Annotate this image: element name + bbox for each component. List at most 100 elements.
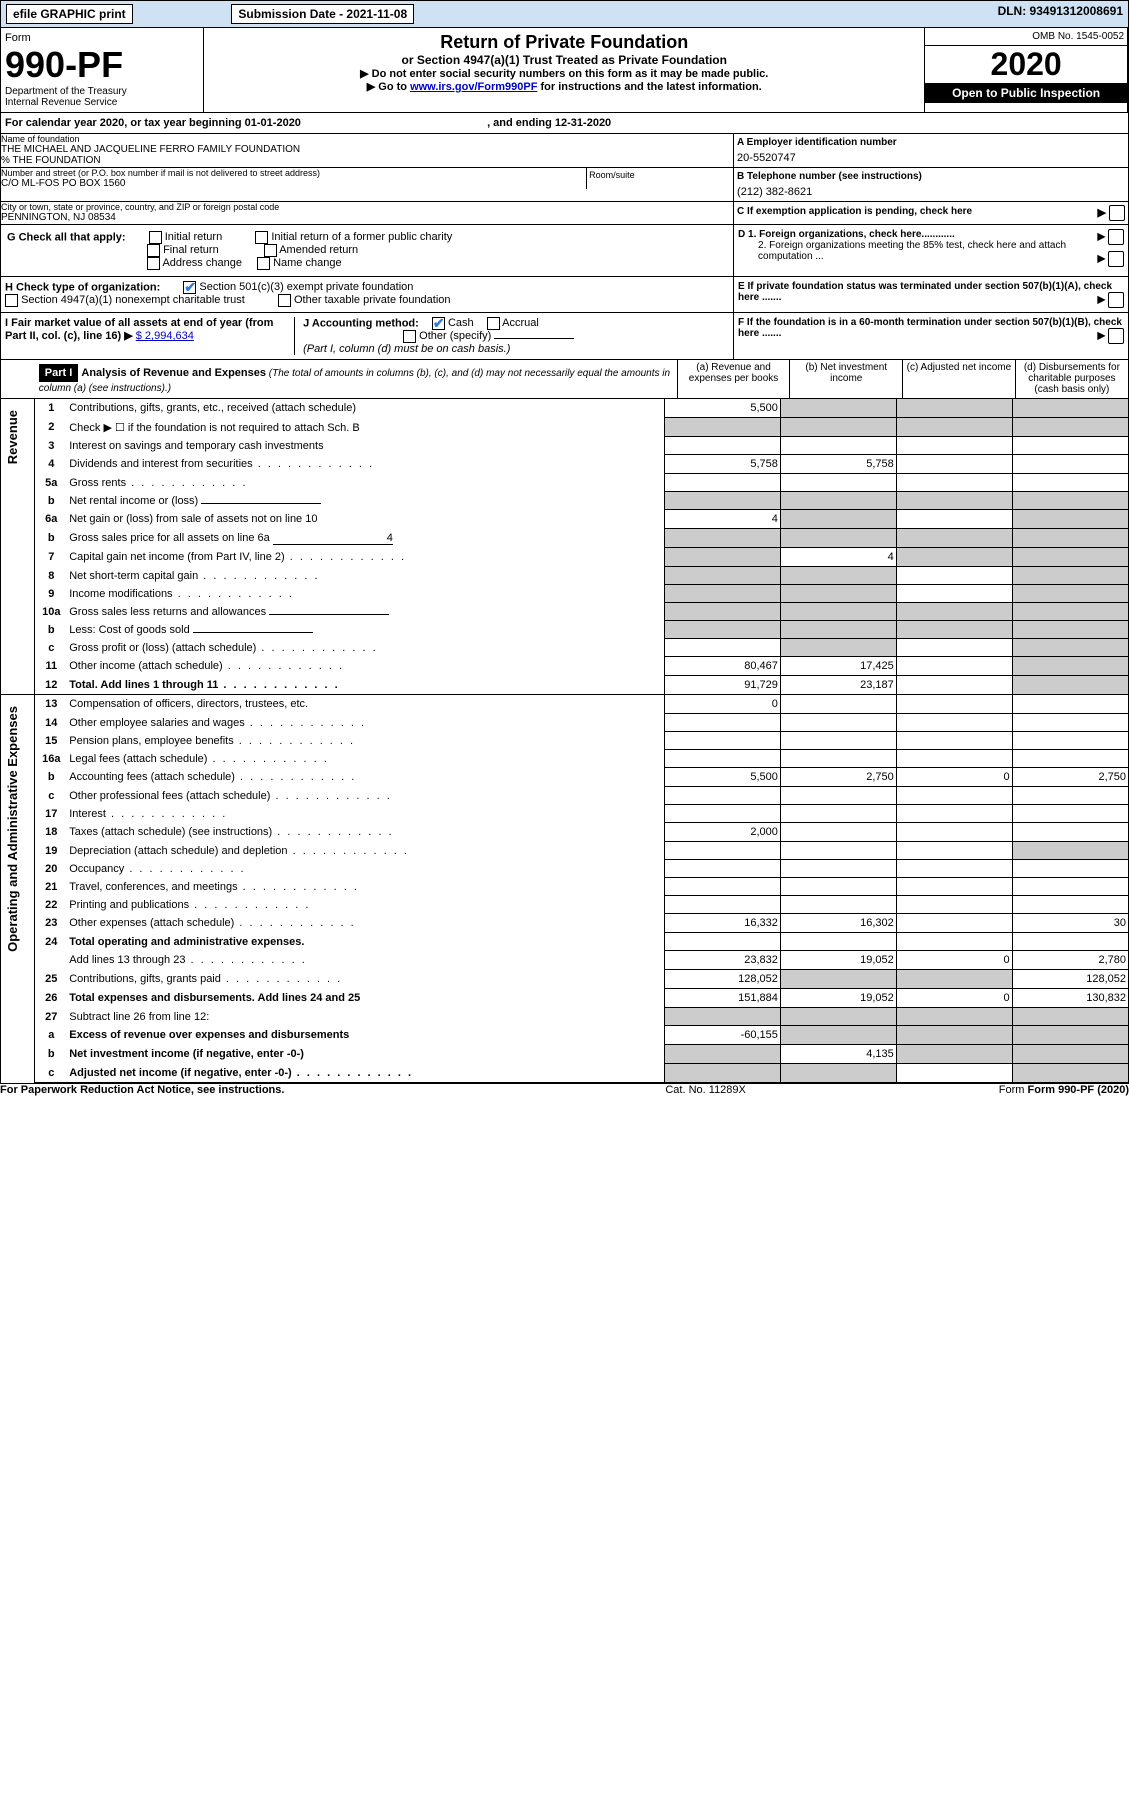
col-d-value	[1012, 548, 1128, 567]
col-b-value	[780, 750, 896, 768]
line-row: Revenue1Contributions, gifts, grants, et…	[1, 399, 1128, 418]
line-text: Add lines 13 through 23	[67, 951, 664, 970]
line-text: Net gain or (loss) from sale of assets n…	[67, 510, 664, 529]
col-b-value	[780, 970, 896, 989]
form-subtitle: or Section 4947(a)(1) Trust Treated as P…	[208, 53, 920, 67]
col-d-value: 128,052	[1012, 970, 1128, 989]
g-amended[interactable]	[264, 244, 277, 257]
col-c-value	[896, 1045, 1012, 1064]
col-a-value	[665, 842, 781, 860]
col-d-value: 130,832	[1012, 989, 1128, 1008]
g-name[interactable]	[257, 257, 270, 270]
line-number: 20	[35, 860, 67, 878]
line-row: Operating and Administrative Expenses13C…	[1, 695, 1128, 714]
col-b-value	[780, 823, 896, 842]
j-accrual[interactable]	[487, 317, 500, 330]
line-number: 25	[35, 970, 67, 989]
line-text: Interest on savings and temporary cash i…	[67, 437, 664, 455]
e-check[interactable]	[1108, 292, 1124, 308]
col-c-value	[896, 1026, 1012, 1045]
line-text: Net short-term capital gain	[67, 567, 664, 585]
line-number: 8	[35, 567, 67, 585]
col-d-value	[1012, 896, 1128, 914]
d1-label: D 1. Foreign organizations, check here..…	[738, 229, 955, 240]
col-d-value	[1012, 878, 1128, 896]
col-c-value	[896, 639, 1012, 657]
col-d-value	[1012, 1026, 1128, 1045]
line-row: 9Income modifications	[1, 585, 1128, 603]
col-c-value	[896, 914, 1012, 933]
col-b-value	[780, 585, 896, 603]
line-number: 9	[35, 585, 67, 603]
col-b-value	[780, 418, 896, 437]
dln: DLN: 93491312008691	[564, 1, 1128, 28]
col-c-value	[896, 585, 1012, 603]
line-text: Contributions, gifts, grants, etc., rece…	[67, 399, 664, 418]
col-d-value	[1012, 639, 1128, 657]
col-d-value	[1012, 474, 1128, 492]
line-number: 4	[35, 455, 67, 474]
col-d-value	[1012, 732, 1128, 750]
expenses-sidebar: Operating and Administrative Expenses	[3, 698, 22, 960]
phone: (212) 382-8621	[737, 182, 1125, 198]
j-cash[interactable]	[432, 317, 445, 330]
line-text: Gross sales price for all assets on line…	[67, 529, 664, 548]
i-value[interactable]: $ 2,994,634	[136, 330, 194, 342]
col-a-value	[665, 787, 781, 805]
d1-check[interactable]	[1108, 229, 1124, 245]
line-number: 13	[35, 695, 67, 714]
h-other-tax[interactable]	[278, 294, 291, 307]
h-4947[interactable]	[5, 294, 18, 307]
foundation-co: % THE FOUNDATION	[1, 155, 733, 166]
g-final[interactable]	[147, 244, 160, 257]
g-label: G Check all that apply:	[7, 231, 126, 243]
col-c-value	[896, 860, 1012, 878]
col-d-value	[1012, 585, 1128, 603]
line-number: 15	[35, 732, 67, 750]
h-501c3[interactable]	[183, 281, 196, 294]
part1-table: Revenue1Contributions, gifts, grants, et…	[1, 399, 1128, 1083]
col-a-value: 128,052	[665, 970, 781, 989]
col-b-value	[780, 529, 896, 548]
line-row: cGross profit or (loss) (attach schedule…	[1, 639, 1128, 657]
col-c-value	[896, 676, 1012, 695]
line-row: Add lines 13 through 2323,83219,05202,78…	[1, 951, 1128, 970]
line-number: b	[35, 529, 67, 548]
col-a-value: 2,000	[665, 823, 781, 842]
j-other[interactable]	[403, 330, 416, 343]
col-c-value	[896, 529, 1012, 548]
col-a-value: 91,729	[665, 676, 781, 695]
line-number: 27	[35, 1008, 67, 1026]
c-label: C If exemption application is pending, c…	[737, 206, 972, 217]
col-b-value	[780, 510, 896, 529]
name-label: Name of foundation	[1, 134, 733, 144]
col-c-value	[896, 805, 1012, 823]
line-number: 14	[35, 714, 67, 732]
part1-title: Analysis of Revenue and Expenses	[81, 367, 266, 379]
col-c-value: 0	[896, 768, 1012, 787]
col-b-value: 19,052	[780, 989, 896, 1008]
form-link[interactable]: www.irs.gov/Form990PF	[410, 81, 537, 93]
col-d-value	[1012, 750, 1128, 768]
col-a-value: 5,500	[665, 768, 781, 787]
line-number: 19	[35, 842, 67, 860]
line-text: Check ▶ ☐ if the foundation is not requi…	[67, 418, 664, 437]
line-row: 14Other employee salaries and wages	[1, 714, 1128, 732]
line-text: Taxes (attach schedule) (see instruction…	[67, 823, 664, 842]
c-checkbox[interactable]	[1109, 205, 1125, 221]
g-address[interactable]	[147, 257, 160, 270]
d2-check[interactable]	[1108, 251, 1124, 267]
col-b-value: 5,758	[780, 455, 896, 474]
g-initial[interactable]	[149, 231, 162, 244]
line-text: Compensation of officers, directors, tru…	[67, 695, 664, 714]
g-former[interactable]	[255, 231, 268, 244]
col-b-value	[780, 896, 896, 914]
f-check[interactable]	[1108, 328, 1124, 344]
col-c-value	[896, 1064, 1012, 1083]
col-b-value	[780, 603, 896, 621]
line-text: Total expenses and disbursements. Add li…	[67, 989, 664, 1008]
col-a-value	[665, 621, 781, 639]
line-text: Subtract line 26 from line 12:	[67, 1008, 664, 1026]
line-row: 21Travel, conferences, and meetings	[1, 878, 1128, 896]
dept-treasury: Department of the Treasury	[5, 86, 199, 97]
